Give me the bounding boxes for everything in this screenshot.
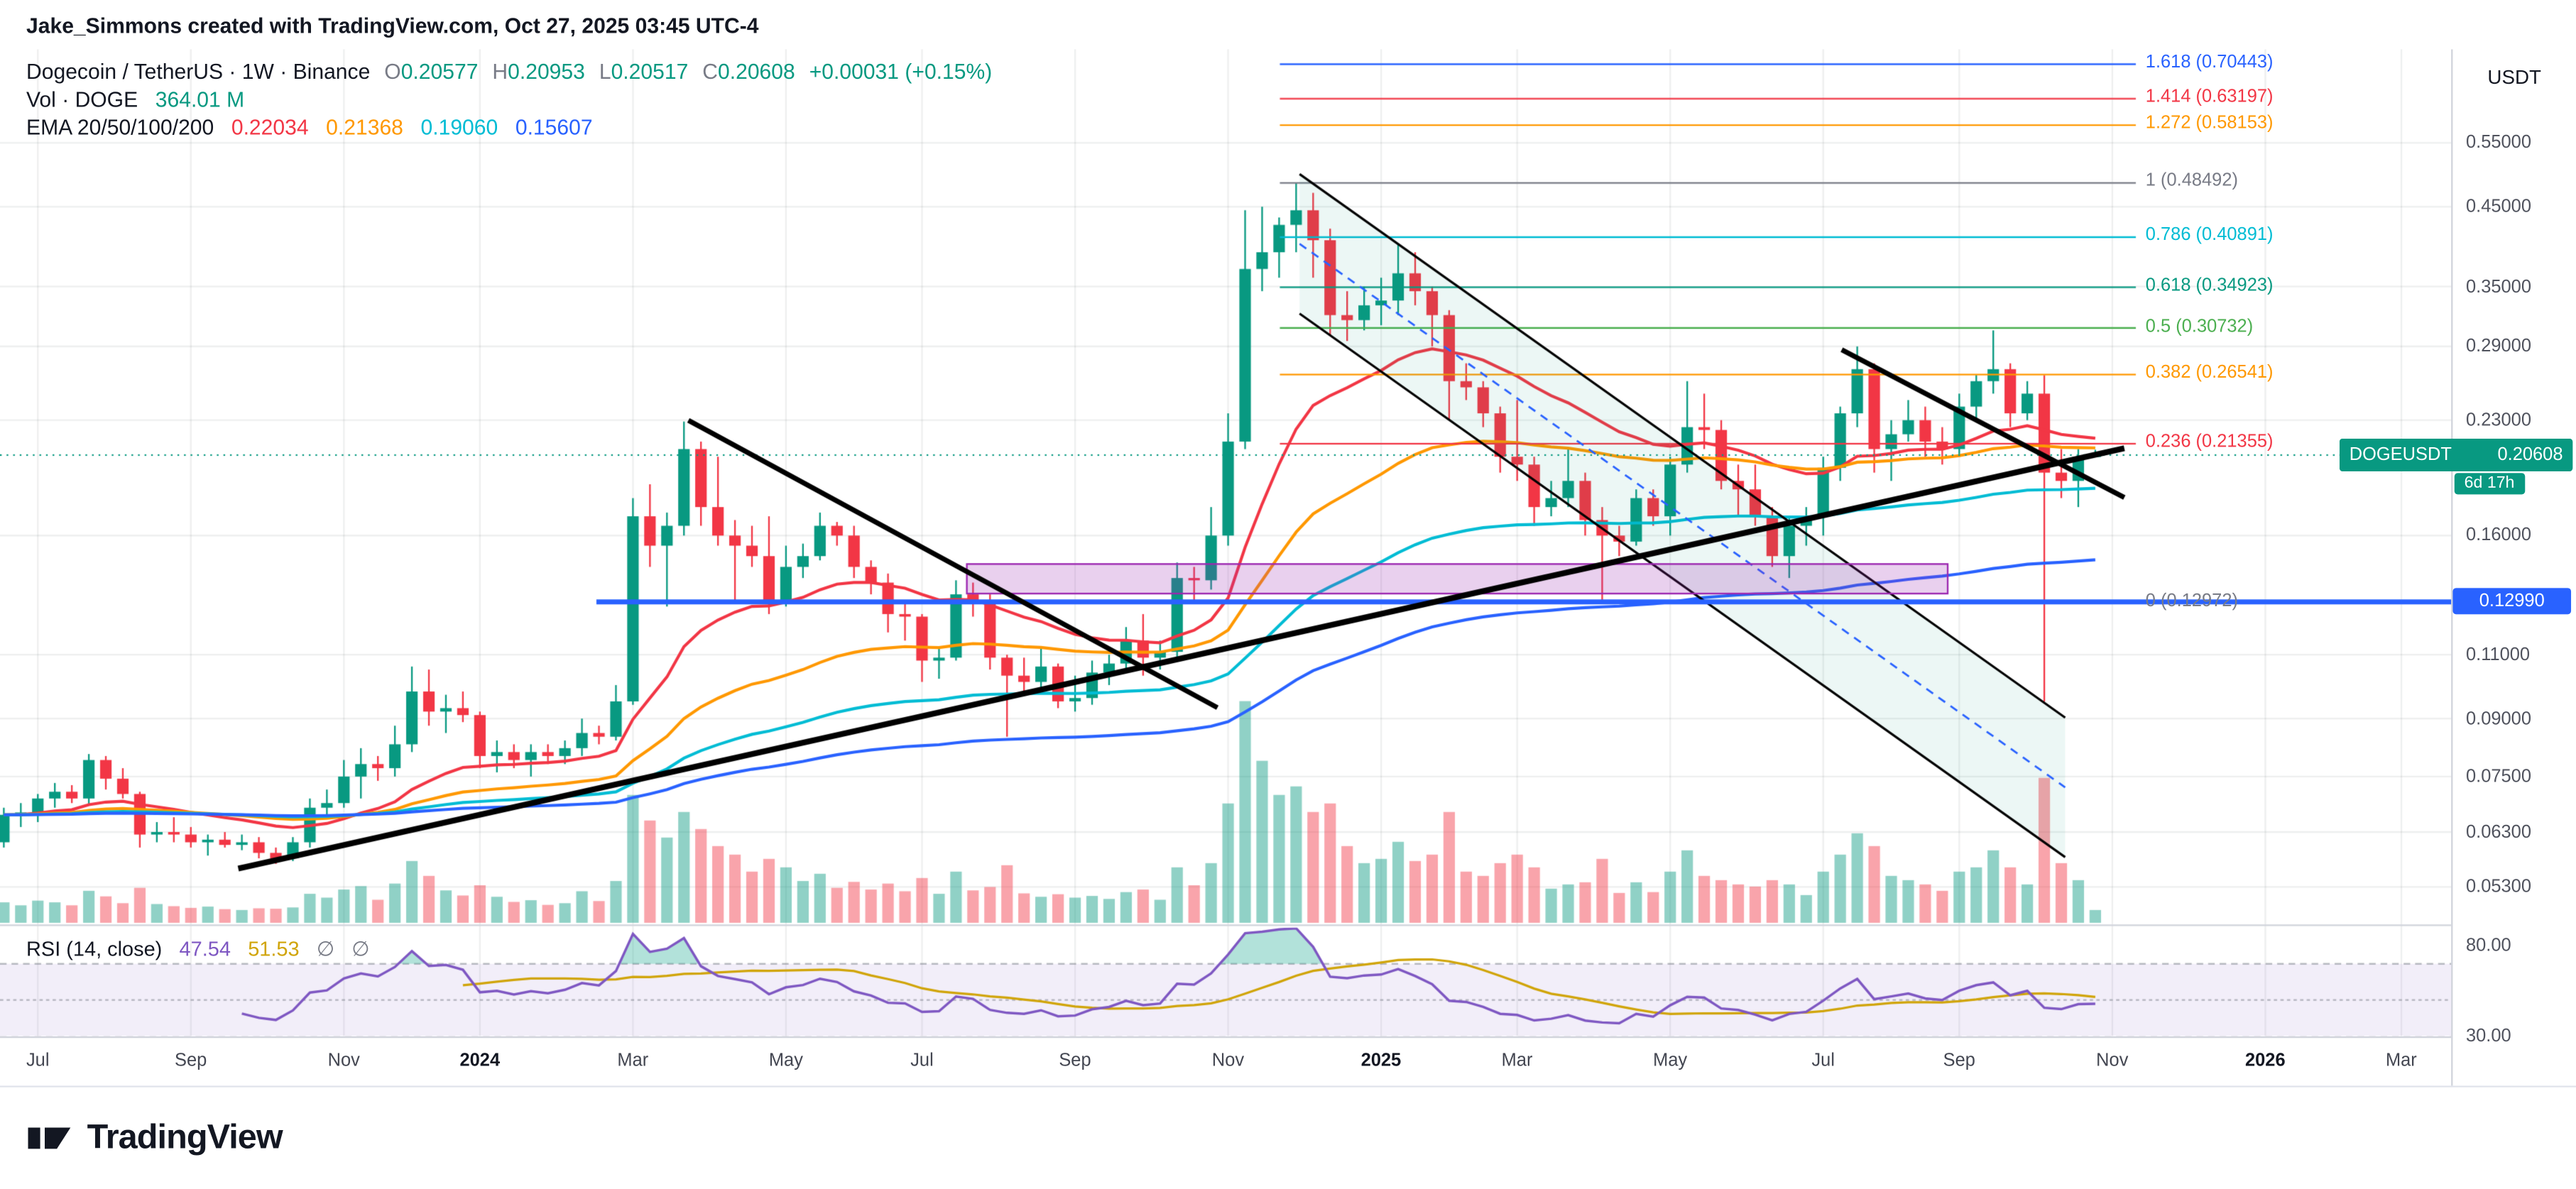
rsi-value: 47.54 bbox=[179, 938, 231, 961]
bar-countdown-badge: 6d 17h bbox=[2454, 473, 2525, 495]
fib-level-label[interactable]: 0 (0.12972) bbox=[2145, 591, 2238, 611]
price-tick: 0.23000 bbox=[2465, 410, 2531, 430]
rsi-tick: 30.00 bbox=[2465, 1026, 2511, 1046]
time-tick: Nov bbox=[327, 1051, 360, 1071]
price-tick: 0.06300 bbox=[2465, 822, 2531, 843]
price-chart-canvas[interactable] bbox=[0, 49, 2452, 1036]
time-tick: Mar bbox=[2385, 1051, 2417, 1071]
tradingview-logo[interactable]: TradingView bbox=[23, 1118, 283, 1158]
time-tick: Nov bbox=[2096, 1051, 2129, 1071]
brand-name: TradingView bbox=[87, 1118, 283, 1156]
low-label: L bbox=[599, 59, 611, 84]
high-label: H bbox=[492, 59, 508, 84]
time-tick: Sep bbox=[1943, 1051, 1975, 1071]
time-tick: Sep bbox=[175, 1051, 207, 1071]
high-value: 0.20953 bbox=[508, 59, 585, 84]
time-tick: Jul bbox=[910, 1051, 934, 1071]
rsi-hidden-band-2: ∅ bbox=[351, 938, 370, 961]
price-tick: 0.09000 bbox=[2465, 708, 2531, 729]
time-tick: Jul bbox=[26, 1051, 50, 1071]
ema-legend-row[interactable]: EMA 20/50/100/200 0.22034 0.21368 0.1906… bbox=[26, 115, 992, 141]
symbol-title: Dogecoin / TetherUS · 1W · Binance bbox=[26, 59, 371, 84]
axis-currency-label[interactable]: USDT bbox=[2487, 65, 2542, 89]
current-badge-symbol: DOGEUSDT bbox=[2349, 445, 2452, 466]
volume-legend-row[interactable]: Vol · DOGE 364.01 M bbox=[26, 87, 992, 114]
rsi-title: RSI (14, close) bbox=[26, 938, 163, 961]
chart-area: Dogecoin / TetherUS · 1W · Binance O0.20… bbox=[0, 49, 2576, 1086]
fib-level-label[interactable]: 0.382 (0.26541) bbox=[2145, 363, 2274, 383]
close-label: C bbox=[702, 59, 719, 84]
symbol-legend-row[interactable]: Dogecoin / TetherUS · 1W · Binance O0.20… bbox=[26, 59, 992, 85]
time-tick: 2025 bbox=[1360, 1051, 1402, 1071]
time-tick: May bbox=[1653, 1051, 1688, 1071]
ema200-value: 0.15607 bbox=[515, 114, 593, 140]
current-badge-price: 0.20608 bbox=[2497, 445, 2563, 466]
price-tick: 0.07500 bbox=[2465, 767, 2531, 787]
price-tick: 0.45000 bbox=[2465, 197, 2531, 217]
current-price-badge: DOGEUSDT 0.20608 bbox=[2339, 439, 2573, 472]
open-value: 0.20577 bbox=[400, 59, 479, 84]
time-tick: Nov bbox=[1211, 1051, 1245, 1071]
tradingview-mark-icon bbox=[28, 1127, 71, 1149]
ema20-value: 0.22034 bbox=[231, 114, 309, 140]
time-tick: 2024 bbox=[459, 1051, 501, 1071]
price-tick: 0.55000 bbox=[2465, 133, 2531, 153]
volume-value: 364.01 M bbox=[155, 87, 245, 112]
time-tick: Sep bbox=[1059, 1051, 1091, 1071]
fib-level-label[interactable]: 0.618 (0.34923) bbox=[2145, 275, 2274, 296]
ema50-value: 0.21368 bbox=[326, 114, 403, 140]
fib-level-label[interactable]: 1.618 (0.70443) bbox=[2145, 53, 2274, 72]
time-tick: May bbox=[768, 1051, 803, 1071]
time-tick: Mar bbox=[617, 1051, 649, 1071]
close-value: 0.20608 bbox=[718, 59, 795, 84]
price-tick: 0.16000 bbox=[2465, 525, 2531, 546]
change-value: +0.00031 (+0.15%) bbox=[809, 59, 993, 84]
time-tick: 2026 bbox=[2244, 1051, 2286, 1071]
level-badge-price: 0.12990 bbox=[2479, 590, 2545, 610]
footer-bar: TradingView bbox=[0, 1085, 2576, 1189]
price-tick: 0.11000 bbox=[2465, 645, 2531, 665]
ema-label: EMA 20/50/100/200 bbox=[26, 114, 214, 140]
price-tick: 0.29000 bbox=[2465, 336, 2531, 357]
time-tick: Mar bbox=[1501, 1051, 1533, 1071]
time-axis[interactable]: Jul Sep Nov 2024 Mar May Jul Sep Nov 2025 Mar May Ju… bbox=[0, 1036, 2576, 1086]
horizontal-line-price-badge: 0.12990 bbox=[2452, 587, 2572, 614]
open-label: O bbox=[384, 59, 401, 84]
volume-label: Vol · DOGE bbox=[26, 87, 138, 112]
low-value: 0.20517 bbox=[611, 59, 689, 84]
fib-level-label[interactable]: 1.414 (0.63197) bbox=[2145, 87, 2274, 107]
price-tick: 0.35000 bbox=[2465, 276, 2531, 297]
price-tick: 0.05300 bbox=[2465, 877, 2531, 897]
rsi-hidden-band-1: ∅ bbox=[316, 938, 335, 961]
rsi-ma-value: 51.53 bbox=[248, 938, 300, 961]
fib-level-label[interactable]: 1 (0.48492) bbox=[2145, 171, 2238, 192]
rsi-legend-row[interactable]: RSI (14, close) 47.54 51.53 ∅ ∅ bbox=[26, 936, 370, 961]
countdown-text: 6d 17h bbox=[2464, 475, 2515, 493]
symbol-legend: Dogecoin / TetherUS · 1W · Binance O0.20… bbox=[26, 59, 992, 143]
attribution-bar: Jake_Simmons created with TradingView.co… bbox=[0, 0, 2576, 50]
rsi-tick: 80.00 bbox=[2465, 936, 2511, 956]
fib-level-label[interactable]: 0.5 (0.30732) bbox=[2145, 316, 2254, 336]
ema100-value: 0.19060 bbox=[420, 114, 498, 140]
price-axis[interactable]: USDT 0.55000 0.45000 0.35000 0.29000 0.23000… bbox=[2451, 49, 2576, 1086]
fib-level-label[interactable]: 1.272 (0.58153) bbox=[2145, 114, 2274, 133]
fib-level-label[interactable]: 0.786 (0.40891) bbox=[2145, 225, 2274, 246]
fib-level-label[interactable]: 0.236 (0.21355) bbox=[2145, 432, 2274, 452]
time-tick: Jul bbox=[1811, 1051, 1835, 1071]
attribution-text: Jake_Simmons created with TradingView.co… bbox=[26, 12, 759, 38]
